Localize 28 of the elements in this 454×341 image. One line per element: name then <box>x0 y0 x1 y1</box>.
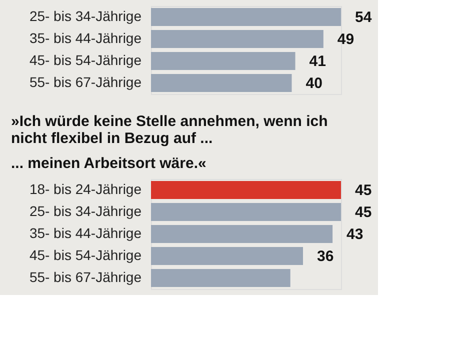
y-tick-label: 25- bis 34-Jährige <box>29 203 142 219</box>
bar <box>151 52 296 70</box>
data-label: 40 <box>306 75 322 92</box>
bar <box>151 225 333 243</box>
data-label: 45 <box>355 204 372 221</box>
bar <box>151 74 292 92</box>
data-label: 36 <box>317 248 334 265</box>
y-tick-label: 55- bis 67-Jährige <box>29 74 142 90</box>
bar <box>151 30 324 48</box>
y-tick-label: 35- bis 44-Jährige <box>29 225 142 241</box>
data-label: 49 <box>337 31 354 48</box>
y-tick-label: 45- bis 54-Jährige <box>29 247 142 263</box>
bar <box>151 269 290 287</box>
y-tick-label: 45- bis 54-Jährige <box>29 52 142 68</box>
data-label: 45 <box>355 182 372 199</box>
bar <box>151 247 303 265</box>
y-tick-label: 35- bis 44-Jährige <box>29 30 142 46</box>
bar <box>151 8 341 26</box>
data-label: 41 <box>309 53 326 70</box>
chart-subtitle: ... meinen Arbeitsort wäre.« <box>11 155 206 172</box>
bar <box>151 203 341 221</box>
chart-title: »Ich würde keine Stelle annehmen, wenn ich nicht flexibel in Bezug auf ... <box>11 113 328 147</box>
data-label: 54 <box>355 9 372 26</box>
y-tick-label: 55- bis 67-Jährige <box>29 269 142 285</box>
bar <box>151 181 341 199</box>
y-tick-label: 18- bis 24-Jährige <box>29 181 142 197</box>
data-label: 43 <box>346 226 364 243</box>
y-tick-label: 25- bis 34-Jährige <box>29 8 142 24</box>
